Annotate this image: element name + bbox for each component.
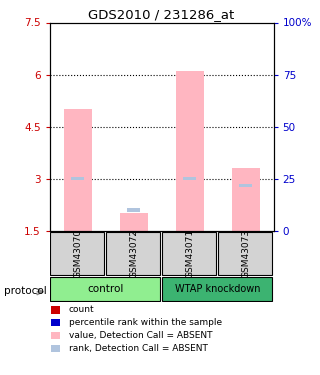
- Bar: [239, 184, 252, 187]
- Text: protocol: protocol: [4, 286, 47, 296]
- Text: rank, Detection Call = ABSENT: rank, Detection Call = ABSENT: [69, 344, 208, 352]
- Bar: [162, 232, 216, 275]
- Bar: [64, 109, 92, 231]
- Bar: [50, 278, 161, 301]
- Text: WTAP knockdown: WTAP knockdown: [175, 284, 260, 294]
- Bar: [162, 278, 273, 301]
- Text: percentile rank within the sample: percentile rank within the sample: [69, 318, 222, 327]
- Text: GSM43070: GSM43070: [73, 229, 82, 278]
- Bar: [218, 232, 273, 275]
- Bar: [176, 71, 204, 231]
- Text: GSM43073: GSM43073: [241, 229, 250, 278]
- Bar: [232, 168, 260, 231]
- Title: GDS2010 / 231286_at: GDS2010 / 231286_at: [88, 8, 235, 21]
- Bar: [120, 213, 148, 231]
- Bar: [127, 208, 140, 212]
- Text: count: count: [69, 305, 94, 314]
- Bar: [183, 177, 196, 180]
- Bar: [106, 232, 161, 275]
- Text: GSM43072: GSM43072: [129, 229, 138, 278]
- Text: control: control: [87, 284, 124, 294]
- Text: value, Detection Call = ABSENT: value, Detection Call = ABSENT: [69, 331, 212, 340]
- Bar: [71, 177, 84, 180]
- Text: GSM43071: GSM43071: [185, 229, 194, 278]
- Bar: [50, 232, 105, 275]
